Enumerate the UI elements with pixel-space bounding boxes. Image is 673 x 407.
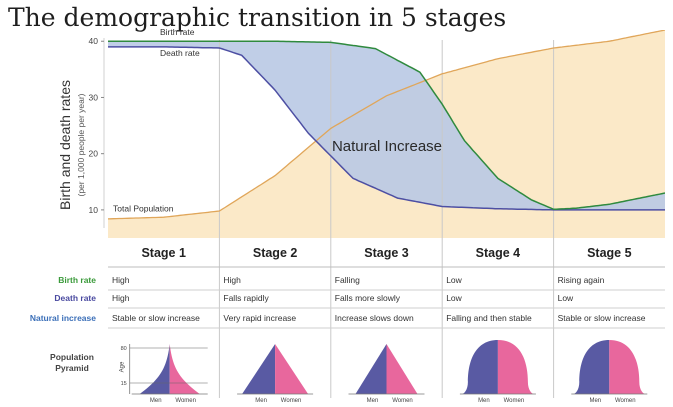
- table-cell: Falling and then stable: [446, 313, 532, 323]
- stage-table: Stage 1 Stage 2 Stage 3 Stage 4 Stage 5 Birth…: [30, 246, 665, 373]
- pyramid-women: [609, 340, 646, 394]
- pyramid-men-label: Men: [589, 398, 601, 404]
- pyramid-men-label: Men: [478, 398, 490, 404]
- stage-header: Stage 3: [364, 246, 409, 260]
- pyramid-men-label: Men: [255, 398, 267, 404]
- pyramid-women-label: Women: [281, 398, 302, 404]
- pyramid-men-label: Men: [150, 398, 162, 404]
- pyramid-men: [461, 340, 498, 394]
- pyramid-men: [573, 340, 610, 394]
- population-pyramid: Men Women: [459, 340, 536, 404]
- stage-header: Stage 2: [253, 246, 298, 260]
- pyramid-women-label: Women: [392, 398, 413, 404]
- pyramid-women-label: Women: [175, 398, 196, 404]
- table-cell: Falling: [335, 275, 360, 285]
- table-cell: Very rapid increase: [223, 313, 296, 323]
- chart-labels: Birth rate Death rate Total Population: [113, 27, 200, 214]
- pyramid-age-label: Age: [120, 361, 126, 372]
- death-rate-series-label: Death rate: [160, 48, 200, 58]
- population-pyramid: Men Women: [571, 340, 648, 404]
- pyramid-women: [169, 344, 200, 394]
- y-axis-sublabel: (per 1,000 people per year): [76, 93, 86, 196]
- y-axis-label: Birth and death rates: [57, 80, 73, 210]
- table-cell: High: [223, 275, 241, 285]
- table-cell: Low: [446, 293, 462, 303]
- y-tick-label: 10: [89, 205, 99, 215]
- line-layer: [108, 30, 665, 220]
- pyramid-women: [386, 344, 418, 394]
- pyramid-women-label: Women: [504, 398, 525, 404]
- y-tick-label: 30: [89, 92, 99, 102]
- table-cell: Rising again: [558, 275, 605, 285]
- pyramid-men: [139, 344, 170, 394]
- table-cell: High: [112, 293, 130, 303]
- table-cell: Stable or slow increase: [558, 313, 646, 323]
- table-cell: Low: [558, 293, 574, 303]
- population-pyramid: Men Women: [348, 344, 425, 404]
- total-population-line: [108, 30, 665, 220]
- stage-header: Stage 1: [141, 246, 186, 260]
- y-axis: 10 20 30 40: [89, 36, 105, 228]
- pyramid-women: [275, 344, 309, 394]
- total-population-series-label: Total Population: [113, 204, 174, 214]
- pyramid-men-label: Men: [367, 398, 379, 404]
- natural-increase-annotation: Natural Increase: [332, 138, 442, 155]
- table-cell: Increase slows down: [335, 313, 414, 323]
- table-row-label: Birth rate: [58, 275, 96, 285]
- pyramid-age-tick: 15: [121, 381, 127, 387]
- death-rate-line: [108, 46, 665, 211]
- population-pyramid: Men Women: [237, 344, 314, 404]
- birth-rate-series-label: Birth rate: [160, 27, 195, 37]
- stage-header: Stage 4: [476, 246, 521, 260]
- table-cell: Low: [446, 275, 462, 285]
- pyramid-women: [497, 340, 534, 394]
- pyramid-age-tick: 80: [121, 346, 127, 352]
- y-tick-label: 40: [89, 36, 99, 46]
- area-layer: [108, 30, 665, 238]
- natural-increase-area: [108, 41, 665, 210]
- population-pyramid: Men Women 80 15 Age: [120, 344, 208, 404]
- pyramid-men: [355, 344, 387, 394]
- table-row-label: Death rate: [54, 293, 96, 303]
- pyramid-men: [242, 344, 276, 394]
- birth-rate-line: [108, 40, 665, 211]
- chart-title: The demographic transition in 5 stages: [8, 3, 507, 32]
- y-tick-label: 20: [89, 149, 99, 159]
- table-cell: Falls more slowly: [335, 293, 401, 303]
- table-row-label: Natural increase: [30, 313, 96, 323]
- pyramid-women-label: Women: [615, 398, 636, 404]
- table-cell: High: [112, 275, 130, 285]
- pyramid-row-label: Pyramid: [55, 363, 89, 373]
- table-cell: Stable or slow increase: [112, 313, 200, 323]
- stage-dividers: [218, 40, 555, 398]
- table-cell: Falls rapidly: [223, 293, 269, 303]
- stage-header: Stage 5: [587, 246, 632, 260]
- pyramid-row-label: Population: [50, 352, 94, 362]
